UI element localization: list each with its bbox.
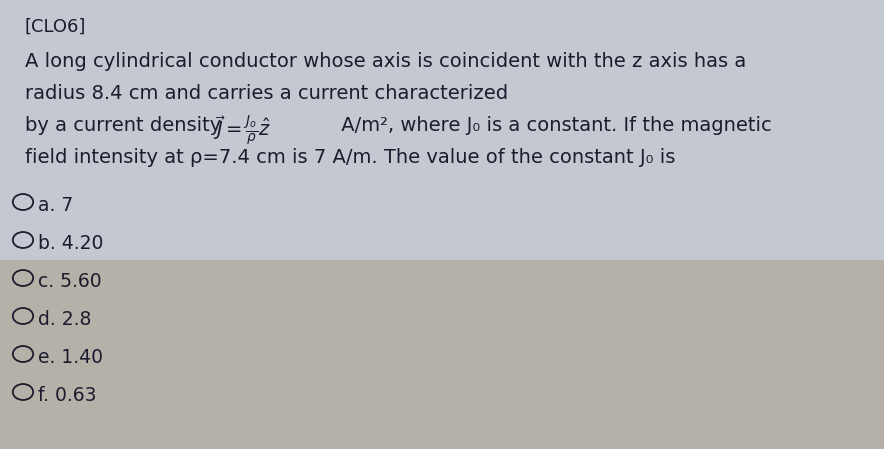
Text: radius 8.4 cm and carries a current characterized: radius 8.4 cm and carries a current char… [25,84,508,103]
Text: $\vec{J} = \frac{J_o}{\rho}\hat{z}$: $\vec{J} = \frac{J_o}{\rho}\hat{z}$ [213,113,271,147]
Bar [0,260,884,449]
Text: [CLO6]: [CLO6] [25,18,87,36]
Text: b. 4.20: b. 4.20 [38,234,103,253]
Text: by a current density: by a current density [25,116,227,135]
Bar [0,0,884,260]
Text: c. 5.60: c. 5.60 [38,272,102,291]
Text: e. 1.40: e. 1.40 [38,348,103,367]
Text: A/m², where J₀ is a constant. If the magnetic: A/m², where J₀ is a constant. If the mag… [335,116,772,135]
Text: d. 2.8: d. 2.8 [38,310,91,329]
Text: field intensity at ρ=7.4 cm is 7 A/m. The value of the constant J₀ is: field intensity at ρ=7.4 cm is 7 A/m. Th… [25,148,675,167]
Text: a. 7: a. 7 [38,196,73,215]
Text: f. 0.63: f. 0.63 [38,386,96,405]
Text: A long cylindrical conductor whose axis is coincident with the z axis has a: A long cylindrical conductor whose axis … [25,52,746,71]
